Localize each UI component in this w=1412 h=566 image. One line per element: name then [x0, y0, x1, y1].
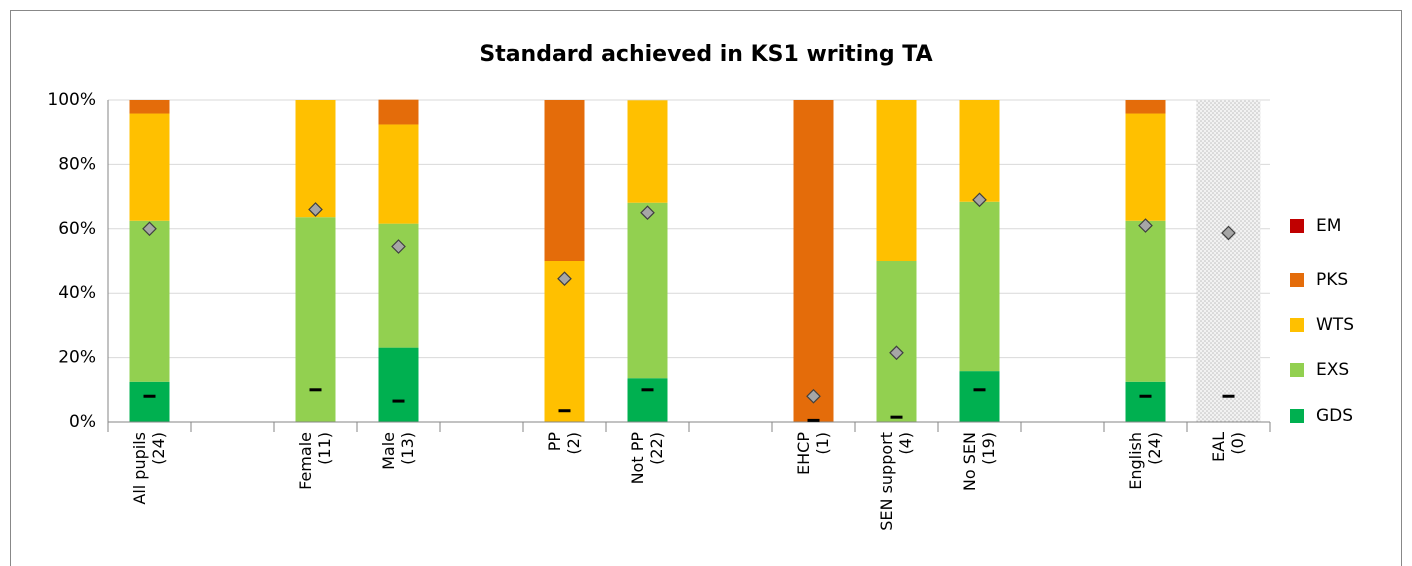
x-tick-label: Not PP (22): [627, 432, 666, 485]
bar-segment: [378, 124, 419, 224]
diamond-marker: [1138, 218, 1153, 233]
no-data-band: [1196, 100, 1261, 422]
legend-label: PKS: [1316, 270, 1348, 290]
y-tick-label: 100%: [47, 90, 96, 110]
bar-segment: [378, 99, 419, 125]
legend-swatch: [1290, 318, 1304, 332]
bar-segment: [295, 100, 336, 218]
legend-swatch: [1290, 409, 1304, 423]
chart-title: Standard achieved in KS1 writing TA: [479, 42, 932, 67]
bar-segment: [627, 378, 668, 422]
chart-frame: [10, 10, 1402, 566]
bar-segment: [129, 113, 170, 221]
diamond-marker: [640, 205, 655, 221]
legend-swatch: [1290, 363, 1304, 377]
bar-segment: [627, 100, 668, 203]
y-tick-label: 80%: [58, 154, 96, 174]
diamond-marker: [1221, 225, 1236, 241]
diamond-marker: [889, 345, 904, 361]
bar-segment: [295, 217, 336, 422]
bar-segment: [129, 381, 170, 422]
x-tick-label: EHCP (1): [793, 432, 832, 475]
bar-segment: [1125, 220, 1166, 382]
x-tick-label: All pupils (24): [129, 432, 168, 505]
x-tick-label: PP (2): [544, 432, 583, 455]
y-tick-label: 60%: [58, 219, 96, 239]
bar-segment: [378, 347, 419, 422]
bar-segment: [544, 100, 585, 261]
legend-label: EM: [1316, 216, 1341, 236]
bar-segment: [129, 220, 170, 382]
bar-segment: [959, 371, 1000, 422]
x-tick-label: English (24): [1125, 432, 1164, 490]
bar-segment: [544, 261, 585, 422]
x-tick-label: Male (13): [378, 432, 417, 470]
x-tick-label: SEN support (4): [876, 432, 915, 531]
diamond-marker: [308, 202, 323, 217]
bar-segment: [1125, 381, 1166, 422]
bar-segment: [959, 100, 1000, 202]
bar-segment: [1125, 100, 1166, 114]
diamond-marker: [972, 192, 987, 208]
legend-swatch: [1290, 273, 1304, 287]
diamond-marker: [142, 221, 157, 237]
bar-segment: [129, 100, 170, 114]
legend-swatch: [1290, 219, 1304, 233]
bar-segment: [1125, 113, 1166, 221]
bar-segment: [627, 202, 668, 379]
bar-segment: [876, 100, 917, 261]
legend-label: EXS: [1316, 360, 1349, 380]
y-tick-label: 0%: [69, 412, 96, 432]
y-tick-label: 20%: [58, 348, 96, 368]
x-tick-label: No SEN (19): [959, 432, 998, 492]
diamond-marker: [557, 271, 572, 287]
y-tick-label: 40%: [58, 283, 96, 303]
diamond-marker: [806, 388, 821, 404]
bar-segment: [876, 261, 917, 422]
bar-segment: [959, 201, 1000, 372]
legend-label: WTS: [1316, 315, 1354, 335]
x-tick-label: Female (11): [295, 432, 334, 490]
bar-segment: [793, 100, 834, 422]
legend-label: GDS: [1316, 406, 1353, 426]
x-tick-label: EAL (0): [1208, 432, 1247, 462]
diamond-marker: [391, 239, 406, 254]
